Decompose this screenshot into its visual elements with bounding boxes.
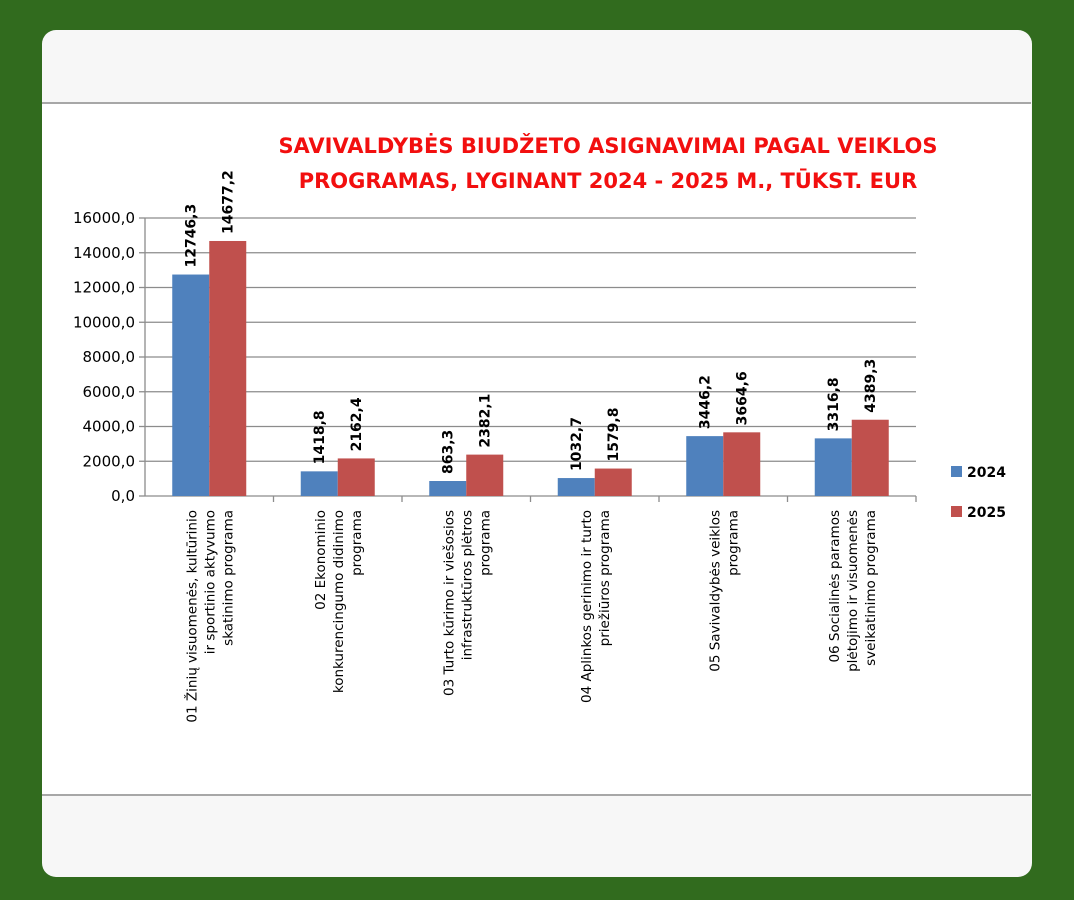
data-label: 1418,8 [312, 410, 328, 464]
category-label: ir sportinio aktyvumo [202, 510, 218, 654]
bar-2025 [851, 419, 889, 496]
bar-2024 [429, 481, 467, 496]
y-tick-label: 10000,0 [73, 313, 135, 331]
legend-swatch-2024 [951, 466, 962, 477]
data-label: 1579,8 [606, 408, 622, 462]
bar-2024 [557, 478, 595, 496]
category-label: 03 Turto kūrimo ir viešosios [441, 510, 457, 696]
chart-title-line: PROGRAMAS, LYGINANT 2024 - 2025 M., TŪKS… [299, 168, 918, 193]
bar-2025 [466, 454, 504, 496]
y-tick-label: 6000,0 [83, 383, 136, 401]
category-label: programa [477, 510, 493, 576]
bar-2025 [594, 468, 632, 496]
legend-label: 2025 [967, 505, 1006, 521]
data-label: 3316,8 [826, 377, 842, 431]
y-tick-label: 4000,0 [83, 418, 136, 436]
data-label: 3664,6 [735, 371, 751, 425]
data-label: 1032,7 [569, 417, 585, 471]
data-label: 3446,2 [698, 375, 714, 429]
category-label: 06 Socialinės paramos [827, 510, 843, 663]
category-label: skatinimo programa [220, 510, 236, 646]
data-label: 14677,2 [221, 170, 237, 234]
y-tick-label: 16000,0 [73, 209, 135, 227]
data-label: 863,3 [441, 430, 457, 474]
category-label: 01 Žinių visuomenės, kultūrinio [182, 510, 200, 723]
bar-2024 [300, 471, 338, 496]
y-tick-label: 12000,0 [73, 279, 135, 297]
data-label: 2162,4 [349, 397, 365, 451]
category-label: konkurencingumo didinimo [331, 510, 347, 693]
y-tick-label: 0,0 [111, 487, 135, 505]
category-label: 02 Ekonominio [313, 510, 329, 610]
bar-2024 [172, 274, 210, 496]
y-tick-label: 8000,0 [83, 348, 136, 366]
category-label: 04 Aplinkos gerinimo ir turto [579, 510, 595, 703]
category-label: infrastruktūros plėtros [459, 510, 475, 660]
category-label: sveikatinimo programa [863, 510, 879, 666]
bar-2024 [814, 438, 852, 496]
legend-label: 2024 [967, 465, 1006, 481]
legend-swatch-2025 [951, 506, 962, 517]
bar-2025 [209, 240, 247, 496]
y-tick-label: 14000,0 [73, 244, 135, 262]
category-label: programa [725, 510, 741, 576]
category-label: plėtojimo ir visuomenės [845, 510, 861, 672]
chart-title-line: SAVIVALDYBĖS BIUDŽETO ASIGNAVIMAI PAGAL … [278, 133, 937, 158]
data-label: 4389,3 [863, 359, 879, 413]
data-label: 12746,3 [184, 204, 200, 268]
bar-2024 [686, 436, 724, 496]
category-label: programa [349, 510, 365, 576]
category-label: priežiūros programa [597, 510, 613, 646]
bar-2025 [337, 458, 375, 496]
category-label: 05 Savivaldybės veiklos [707, 510, 723, 672]
y-tick-label: 2000,0 [83, 452, 136, 470]
data-label: 2382,1 [478, 394, 494, 448]
bar-2025 [723, 432, 761, 496]
